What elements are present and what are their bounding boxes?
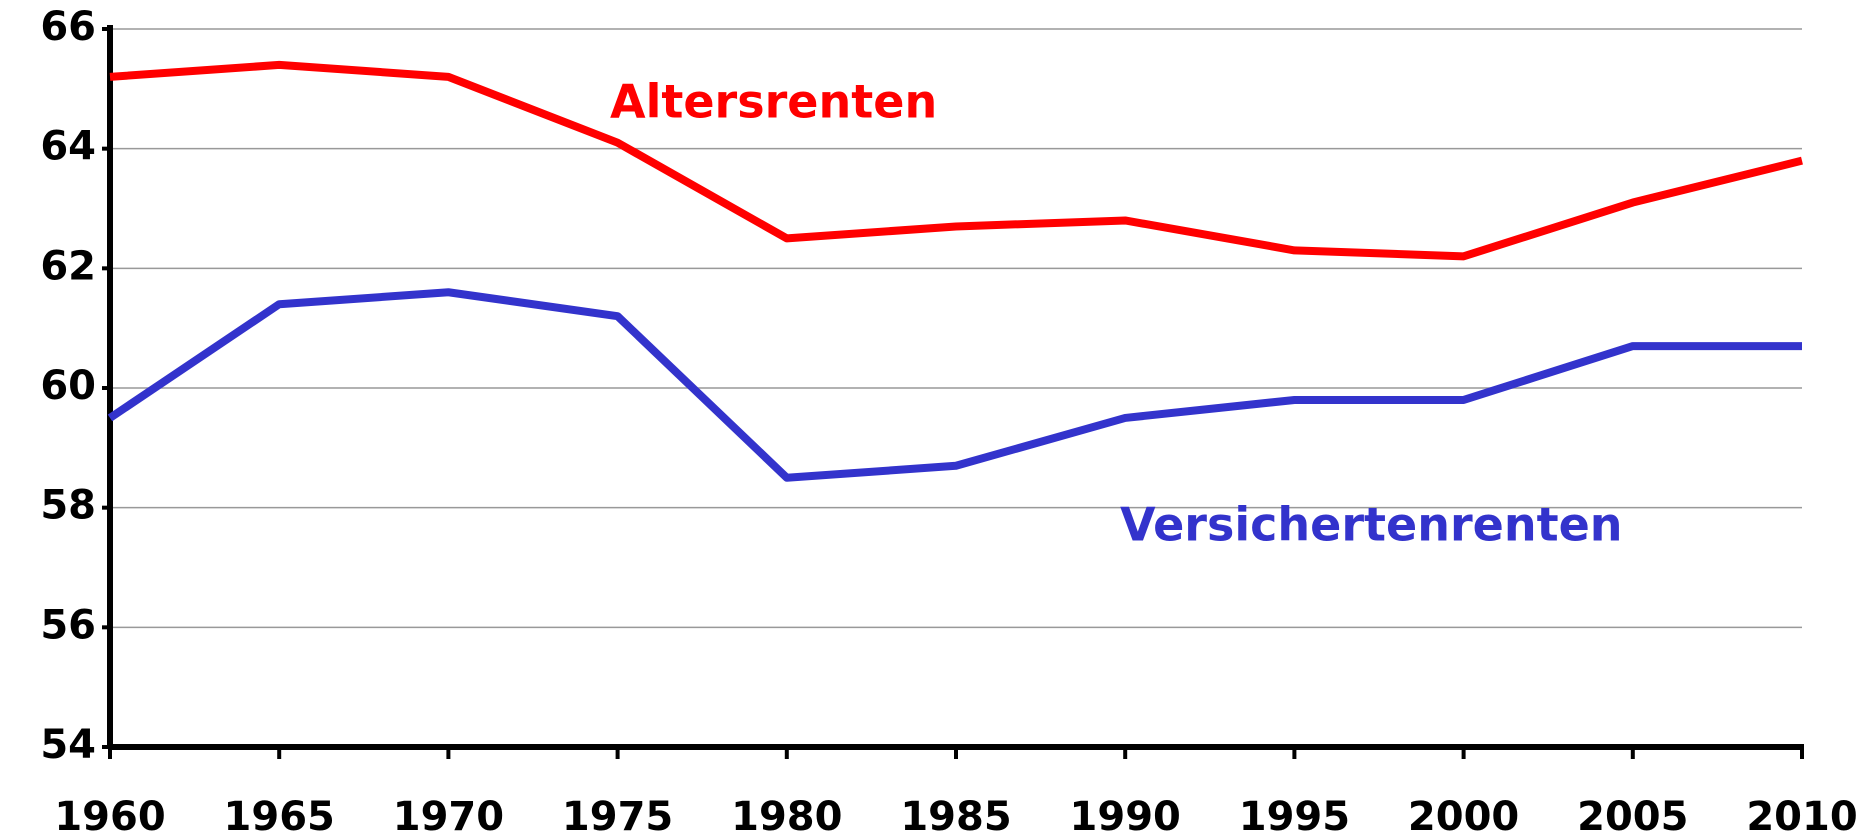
x-tick-label: 1995: [1239, 794, 1350, 837]
x-tick-label: 1975: [562, 794, 673, 837]
x-tick-label: 1980: [731, 794, 842, 837]
x-tick-label: 2000: [1408, 794, 1519, 837]
y-tick-label: 56: [40, 602, 96, 648]
series-label: Versichertenrenten: [1120, 498, 1623, 552]
x-tick-label: 2010: [1746, 794, 1857, 837]
x-tick-label: 1960: [54, 794, 165, 837]
series-line: [107, 288, 1802, 482]
y-tick-label: 64: [40, 124, 96, 170]
y-tick-label: 62: [40, 243, 96, 289]
y-tick-label: 60: [40, 363, 96, 409]
y-tick-label: 54: [40, 722, 96, 768]
series-line: [109, 60, 1803, 261]
y-tick-label: 66: [40, 4, 96, 50]
x-tick-label: 1965: [224, 794, 335, 837]
x-tick-label: 1985: [900, 794, 1011, 837]
x-tick-label: 1970: [393, 794, 504, 837]
x-tick-label: 2005: [1577, 794, 1688, 837]
y-tick-label: 58: [40, 483, 96, 529]
x-tick-label: 1990: [1070, 794, 1181, 837]
series-label: Altersrenten: [610, 75, 937, 129]
